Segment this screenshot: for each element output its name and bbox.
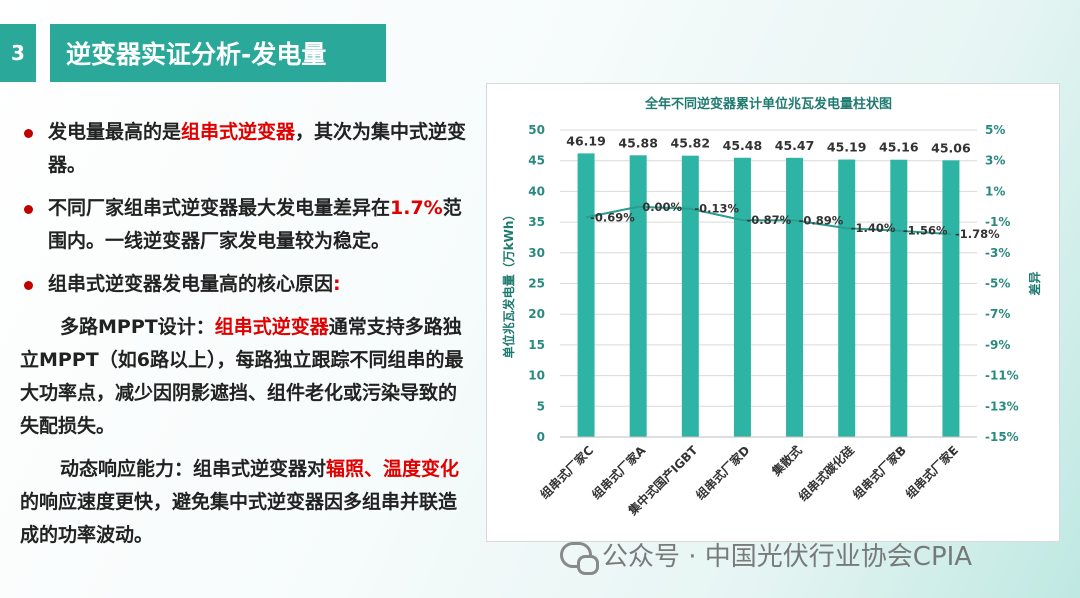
y2-tick-label: -3% bbox=[985, 246, 1010, 260]
y-tick-label: 35 bbox=[528, 215, 545, 229]
bullet-1: 发电量最高的是组串式逆变器，其次为集中式逆变器。 bbox=[20, 116, 475, 182]
y2-tick-label: -13% bbox=[985, 399, 1019, 413]
bar bbox=[786, 157, 804, 437]
section-number: 3 bbox=[0, 24, 36, 82]
bullet-dot bbox=[24, 281, 33, 290]
bar bbox=[733, 157, 751, 437]
line-value-label: -0.87% bbox=[746, 213, 791, 227]
bar-value-label: 45.47 bbox=[775, 138, 815, 153]
section-title: 逆变器实证分析-发电量 bbox=[50, 24, 386, 82]
y-tick-label: 45 bbox=[528, 154, 545, 168]
bar bbox=[942, 160, 960, 437]
y-tick-label: 0 bbox=[537, 430, 545, 444]
bar-value-label: 45.48 bbox=[723, 138, 763, 153]
line-value-label: -0.13% bbox=[694, 202, 739, 216]
y-tick-label: 20 bbox=[528, 307, 545, 321]
y-tick-label: 25 bbox=[528, 277, 545, 291]
bar-value-label: 45.82 bbox=[671, 136, 711, 151]
watermark-text: 公众号 · 中国光伏行业协会CPIA bbox=[602, 542, 973, 572]
y-axis-title: 单位兆瓦发电量（万kWh） bbox=[501, 209, 516, 359]
x-tick-label: 组串式厂家E bbox=[902, 443, 961, 502]
line-value-label: -0.69% bbox=[590, 210, 635, 224]
bar-value-label: 45.88 bbox=[618, 135, 658, 150]
section-header: 3 逆变器实证分析-发电量 bbox=[0, 24, 390, 82]
y2-tick-label: 1% bbox=[985, 184, 1005, 198]
body-text: 发电量最高的是组串式逆变器，其次为集中式逆变器。 不同厂家组串式逆变器最大发电量… bbox=[20, 116, 475, 562]
line-value-label: 0.00% bbox=[642, 200, 682, 214]
x-tick-label: 组串式厂家D bbox=[692, 442, 752, 502]
bar-value-label: 45.16 bbox=[879, 140, 919, 155]
y2-axis-title: 差异 bbox=[1027, 271, 1042, 296]
bar bbox=[890, 159, 908, 437]
x-tick-label: 集散式 bbox=[768, 443, 805, 480]
bar-value-label: 46.19 bbox=[566, 133, 606, 148]
bar bbox=[629, 155, 647, 437]
line-value-label: -0.89% bbox=[799, 213, 844, 227]
y2-tick-label: 3% bbox=[985, 154, 1005, 168]
chart-card: 全年不同逆变器累计单位兆瓦发电量柱状图 0 5 10 15 20 25 30 35 40 45 50 -… bbox=[486, 83, 1060, 542]
line-value-label: -1.40% bbox=[851, 221, 896, 235]
y-tick-label: 10 bbox=[528, 369, 545, 383]
bar bbox=[838, 159, 856, 438]
bar-value-label: 45.19 bbox=[827, 140, 867, 155]
wechat-icon bbox=[560, 541, 599, 575]
y2-tick-label: -15% bbox=[985, 430, 1019, 444]
bullet-2: 不同厂家组串式逆变器最大发电量差异在1.7%范围内。一线逆变器厂家发电量较为稳定… bbox=[20, 192, 475, 258]
line-segment bbox=[638, 205, 691, 210]
bullet-dot bbox=[24, 129, 33, 138]
x-tick-label: 组串式厂家B bbox=[849, 443, 909, 503]
paragraph-dynamic: 动态响应能力：组串式逆变器对辐照、温度变化的响应速度更快，避免集中式逆变器因多组… bbox=[20, 458, 460, 546]
y2-tick-label: -11% bbox=[985, 369, 1019, 383]
line-segment bbox=[794, 219, 847, 230]
chart-title: 全年不同逆变器累计单位兆瓦发电量柱状图 bbox=[644, 96, 892, 112]
y2-tick-label: -5% bbox=[985, 277, 1010, 291]
line-segment bbox=[898, 229, 952, 236]
paragraph-mppt: 多路MPPT设计：组串式逆变器通常支持多路独立MPPT（如6路以上），每路独立跟… bbox=[20, 316, 464, 437]
line-value-label: -1.78% bbox=[955, 227, 1000, 241]
y-tick-label: 30 bbox=[528, 246, 545, 260]
bar bbox=[681, 155, 699, 437]
line-value-label: -1.56% bbox=[903, 224, 948, 238]
watermark: 公众号 · 中国光伏行业协会CPIA bbox=[560, 536, 973, 575]
y2-tick-label: -7% bbox=[985, 307, 1010, 321]
bar-value-label: 45.06 bbox=[931, 140, 971, 155]
line-segment bbox=[585, 205, 639, 219]
bar bbox=[577, 153, 595, 437]
line-segment bbox=[690, 207, 743, 222]
x-tick-label: 组串式厂家C bbox=[537, 442, 596, 501]
y-tick-label: 5 bbox=[537, 399, 545, 413]
y2-tick-label: -1% bbox=[985, 215, 1010, 229]
y2-tick-label: -9% bbox=[985, 338, 1010, 352]
x-tick-label: 组串式碳化硅 bbox=[795, 443, 857, 505]
y2-tick-label: 5% bbox=[985, 123, 1005, 137]
y-tick-label: 15 bbox=[528, 338, 545, 352]
bullet-3: 组串式逆变器发电量高的核心原因: bbox=[20, 268, 475, 301]
y-tick-label: 40 bbox=[528, 184, 545, 198]
bar-line-chart: 全年不同逆变器累计单位兆瓦发电量柱状图 0 5 10 15 20 25 30 35 40 45 50 -… bbox=[501, 96, 1042, 519]
line-segment bbox=[846, 227, 899, 232]
y-tick-label: 50 bbox=[528, 123, 545, 137]
bullet-dot bbox=[24, 205, 33, 214]
